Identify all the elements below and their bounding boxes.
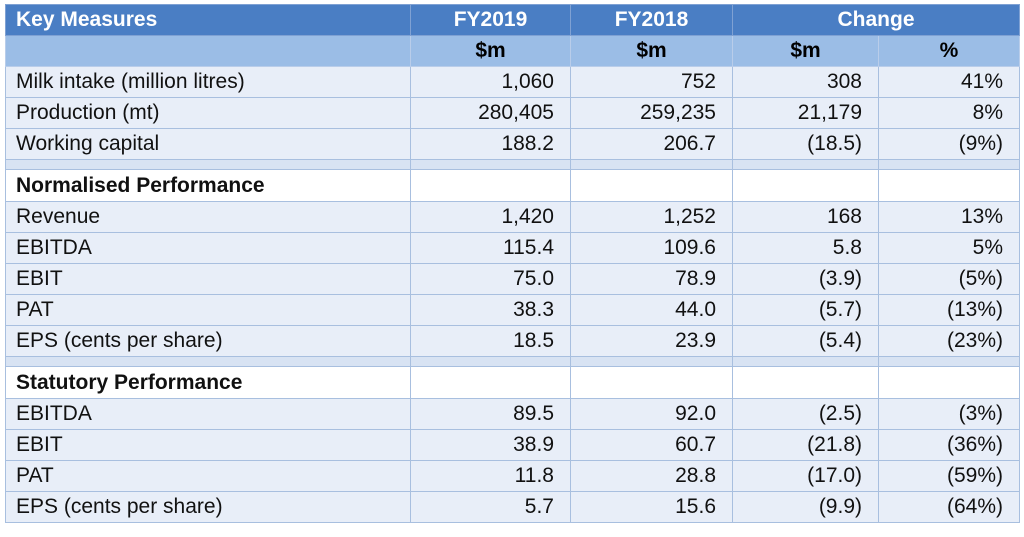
cell-change: (3.9)	[732, 263, 879, 295]
cell-pct: (36%)	[877, 429, 1021, 461]
cell-pct: (5%)	[877, 263, 1021, 295]
cell-fy2018: 92.0	[570, 398, 733, 430]
cell-change: (18.5)	[732, 128, 879, 160]
row-label: Milk intake (million litres)	[5, 66, 411, 98]
cell-change: (9.9)	[732, 491, 879, 523]
table-row: EBITDA 89.5 92.0 (2.5) (3%)	[5, 398, 1021, 430]
cell-fy2018: 23.9	[570, 325, 733, 357]
cell-pct: 41%	[877, 66, 1021, 98]
cell-change: 168	[732, 201, 879, 233]
table-row: EPS (cents per share) 5.7 15.6 (9.9) (64…	[5, 491, 1021, 523]
cell-fy2019: 38.9	[410, 429, 571, 461]
cell-fy2019: 18.5	[410, 325, 571, 357]
table-row: PAT 11.8 28.8 (17.0) (59%)	[5, 460, 1021, 492]
cell-fy2018: 206.7	[570, 128, 733, 160]
column-header-fy2018: FY2018	[570, 4, 733, 36]
cell-pct: (9%)	[877, 128, 1021, 160]
cell-fy2018: 44.0	[570, 294, 733, 326]
table-row: Production (mt) 280,405 259,235 21,179 8…	[5, 97, 1021, 129]
table-title: Key Measures	[5, 4, 411, 36]
unit-change-pct: %	[877, 35, 1021, 67]
cell-pct: 8%	[877, 97, 1021, 129]
cell-fy2019: 11.8	[410, 460, 571, 492]
table-row: Working capital 188.2 206.7 (18.5) (9%)	[5, 128, 1021, 160]
cell-fy2018: 15.6	[570, 491, 733, 523]
row-label: Revenue	[5, 201, 411, 233]
cell-change: (21.8)	[732, 429, 879, 461]
table-row: EBITDA 115.4 109.6 5.8 5%	[5, 232, 1021, 264]
row-label: EBIT	[5, 263, 411, 295]
unit-fy2018: $m	[570, 35, 733, 67]
units-row: $m $m $m %	[5, 35, 1021, 67]
spacer-row	[5, 356, 1021, 367]
table-row: EPS (cents per share) 18.5 23.9 (5.4) (2…	[5, 325, 1021, 357]
cell-fy2018: 259,235	[570, 97, 733, 129]
cell-change: (5.4)	[732, 325, 879, 357]
row-label: EPS (cents per share)	[5, 325, 411, 357]
row-label: PAT	[5, 294, 411, 326]
cell-pct: (13%)	[877, 294, 1021, 326]
table-row: EBIT 38.9 60.7 (21.8) (36%)	[5, 429, 1021, 461]
row-label: EBITDA	[5, 398, 411, 430]
column-header-change: Change	[731, 4, 1021, 36]
cell-change: 21,179	[732, 97, 879, 129]
cell-fy2019: 5.7	[410, 491, 571, 523]
cell-fy2019: 1,060	[410, 66, 571, 98]
row-label: Production (mt)	[5, 97, 411, 129]
spacer-row	[5, 159, 1021, 170]
cell-pct: (23%)	[877, 325, 1021, 357]
cell-fy2019: 1,420	[410, 201, 571, 233]
cell-change: (2.5)	[732, 398, 879, 430]
column-header-fy2019: FY2019	[410, 4, 571, 36]
cell-fy2018: 28.8	[570, 460, 733, 492]
section-header-row: Normalised Performance	[5, 169, 1021, 202]
section-title-normalised: Normalised Performance	[5, 169, 411, 202]
cell-fy2019: 75.0	[410, 263, 571, 295]
cell-pct: (64%)	[877, 491, 1021, 523]
row-label: EBIT	[5, 429, 411, 461]
cell-fy2019: 280,405	[410, 97, 571, 129]
table-row: Revenue 1,420 1,252 168 13%	[5, 201, 1021, 233]
cell-pct: 13%	[877, 201, 1021, 233]
cell-pct: (3%)	[877, 398, 1021, 430]
cell-fy2019: 188.2	[410, 128, 571, 160]
cell-pct: 5%	[877, 232, 1021, 264]
row-label: PAT	[5, 460, 411, 492]
key-measures-table: Key Measures FY2019 FY2018 Change $m $m …	[5, 4, 1021, 523]
cell-change: (17.0)	[732, 460, 879, 492]
cell-change: 5.8	[732, 232, 879, 264]
cell-fy2019: 89.5	[410, 398, 571, 430]
row-label: EBITDA	[5, 232, 411, 264]
cell-fy2019: 38.3	[410, 294, 571, 326]
cell-change: 308	[732, 66, 879, 98]
key-measures-table-container: Key Measures FY2019 FY2018 Change $m $m …	[5, 4, 1021, 523]
unit-fy2019: $m	[410, 35, 571, 67]
row-label: Working capital	[5, 128, 411, 160]
cell-fy2019: 115.4	[410, 232, 571, 264]
table-row: PAT 38.3 44.0 (5.7) (13%)	[5, 294, 1021, 326]
section-header-row: Statutory Performance	[5, 366, 1021, 399]
units-row-blank	[5, 35, 411, 67]
cell-change: (5.7)	[732, 294, 879, 326]
section-title-statutory: Statutory Performance	[5, 366, 411, 399]
cell-fy2018: 1,252	[570, 201, 733, 233]
table-row: Milk intake (million litres) 1,060 752 3…	[5, 66, 1021, 98]
unit-change-abs: $m	[732, 35, 879, 67]
cell-fy2018: 109.6	[570, 232, 733, 264]
cell-fy2018: 60.7	[570, 429, 733, 461]
cell-fy2018: 752	[570, 66, 733, 98]
table-header-row: Key Measures FY2019 FY2018 Change	[5, 4, 1021, 36]
cell-pct: (59%)	[877, 460, 1021, 492]
row-label: EPS (cents per share)	[5, 491, 411, 523]
cell-fy2018: 78.9	[570, 263, 733, 295]
table-row: EBIT 75.0 78.9 (3.9) (5%)	[5, 263, 1021, 295]
